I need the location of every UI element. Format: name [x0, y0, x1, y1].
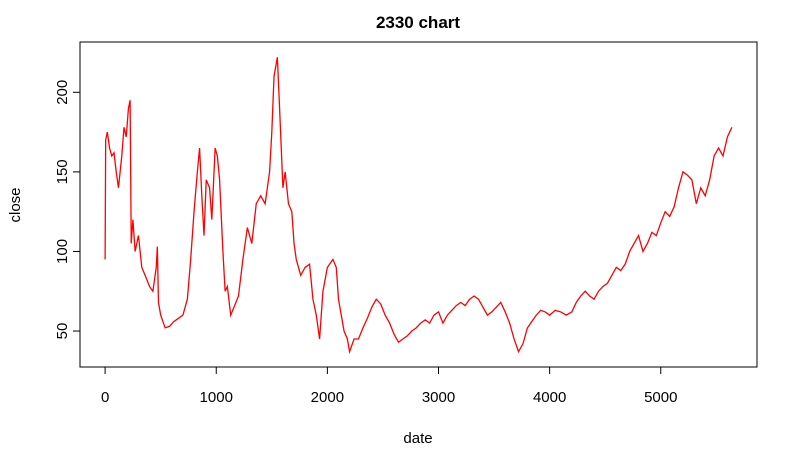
x-tick-label: 0 — [101, 389, 109, 406]
y-axis-label: close — [7, 187, 24, 222]
x-tick-label: 4000 — [533, 389, 566, 406]
y-tick-label: 150 — [54, 159, 71, 184]
x-tick-label: 1000 — [200, 389, 233, 406]
y-tick-label: 200 — [54, 80, 71, 105]
plot-box — [79, 41, 758, 368]
chart-title: 2330 chart — [376, 13, 460, 32]
x-tick-label: 5000 — [644, 389, 677, 406]
y-tick-label: 50 — [54, 323, 71, 340]
y-tick-label: 100 — [54, 239, 71, 264]
price-line — [104, 57, 733, 355]
x-tick-label: 2000 — [311, 389, 344, 406]
x-tick-label: 3000 — [422, 389, 455, 406]
x-axis-label: date — [403, 430, 432, 447]
